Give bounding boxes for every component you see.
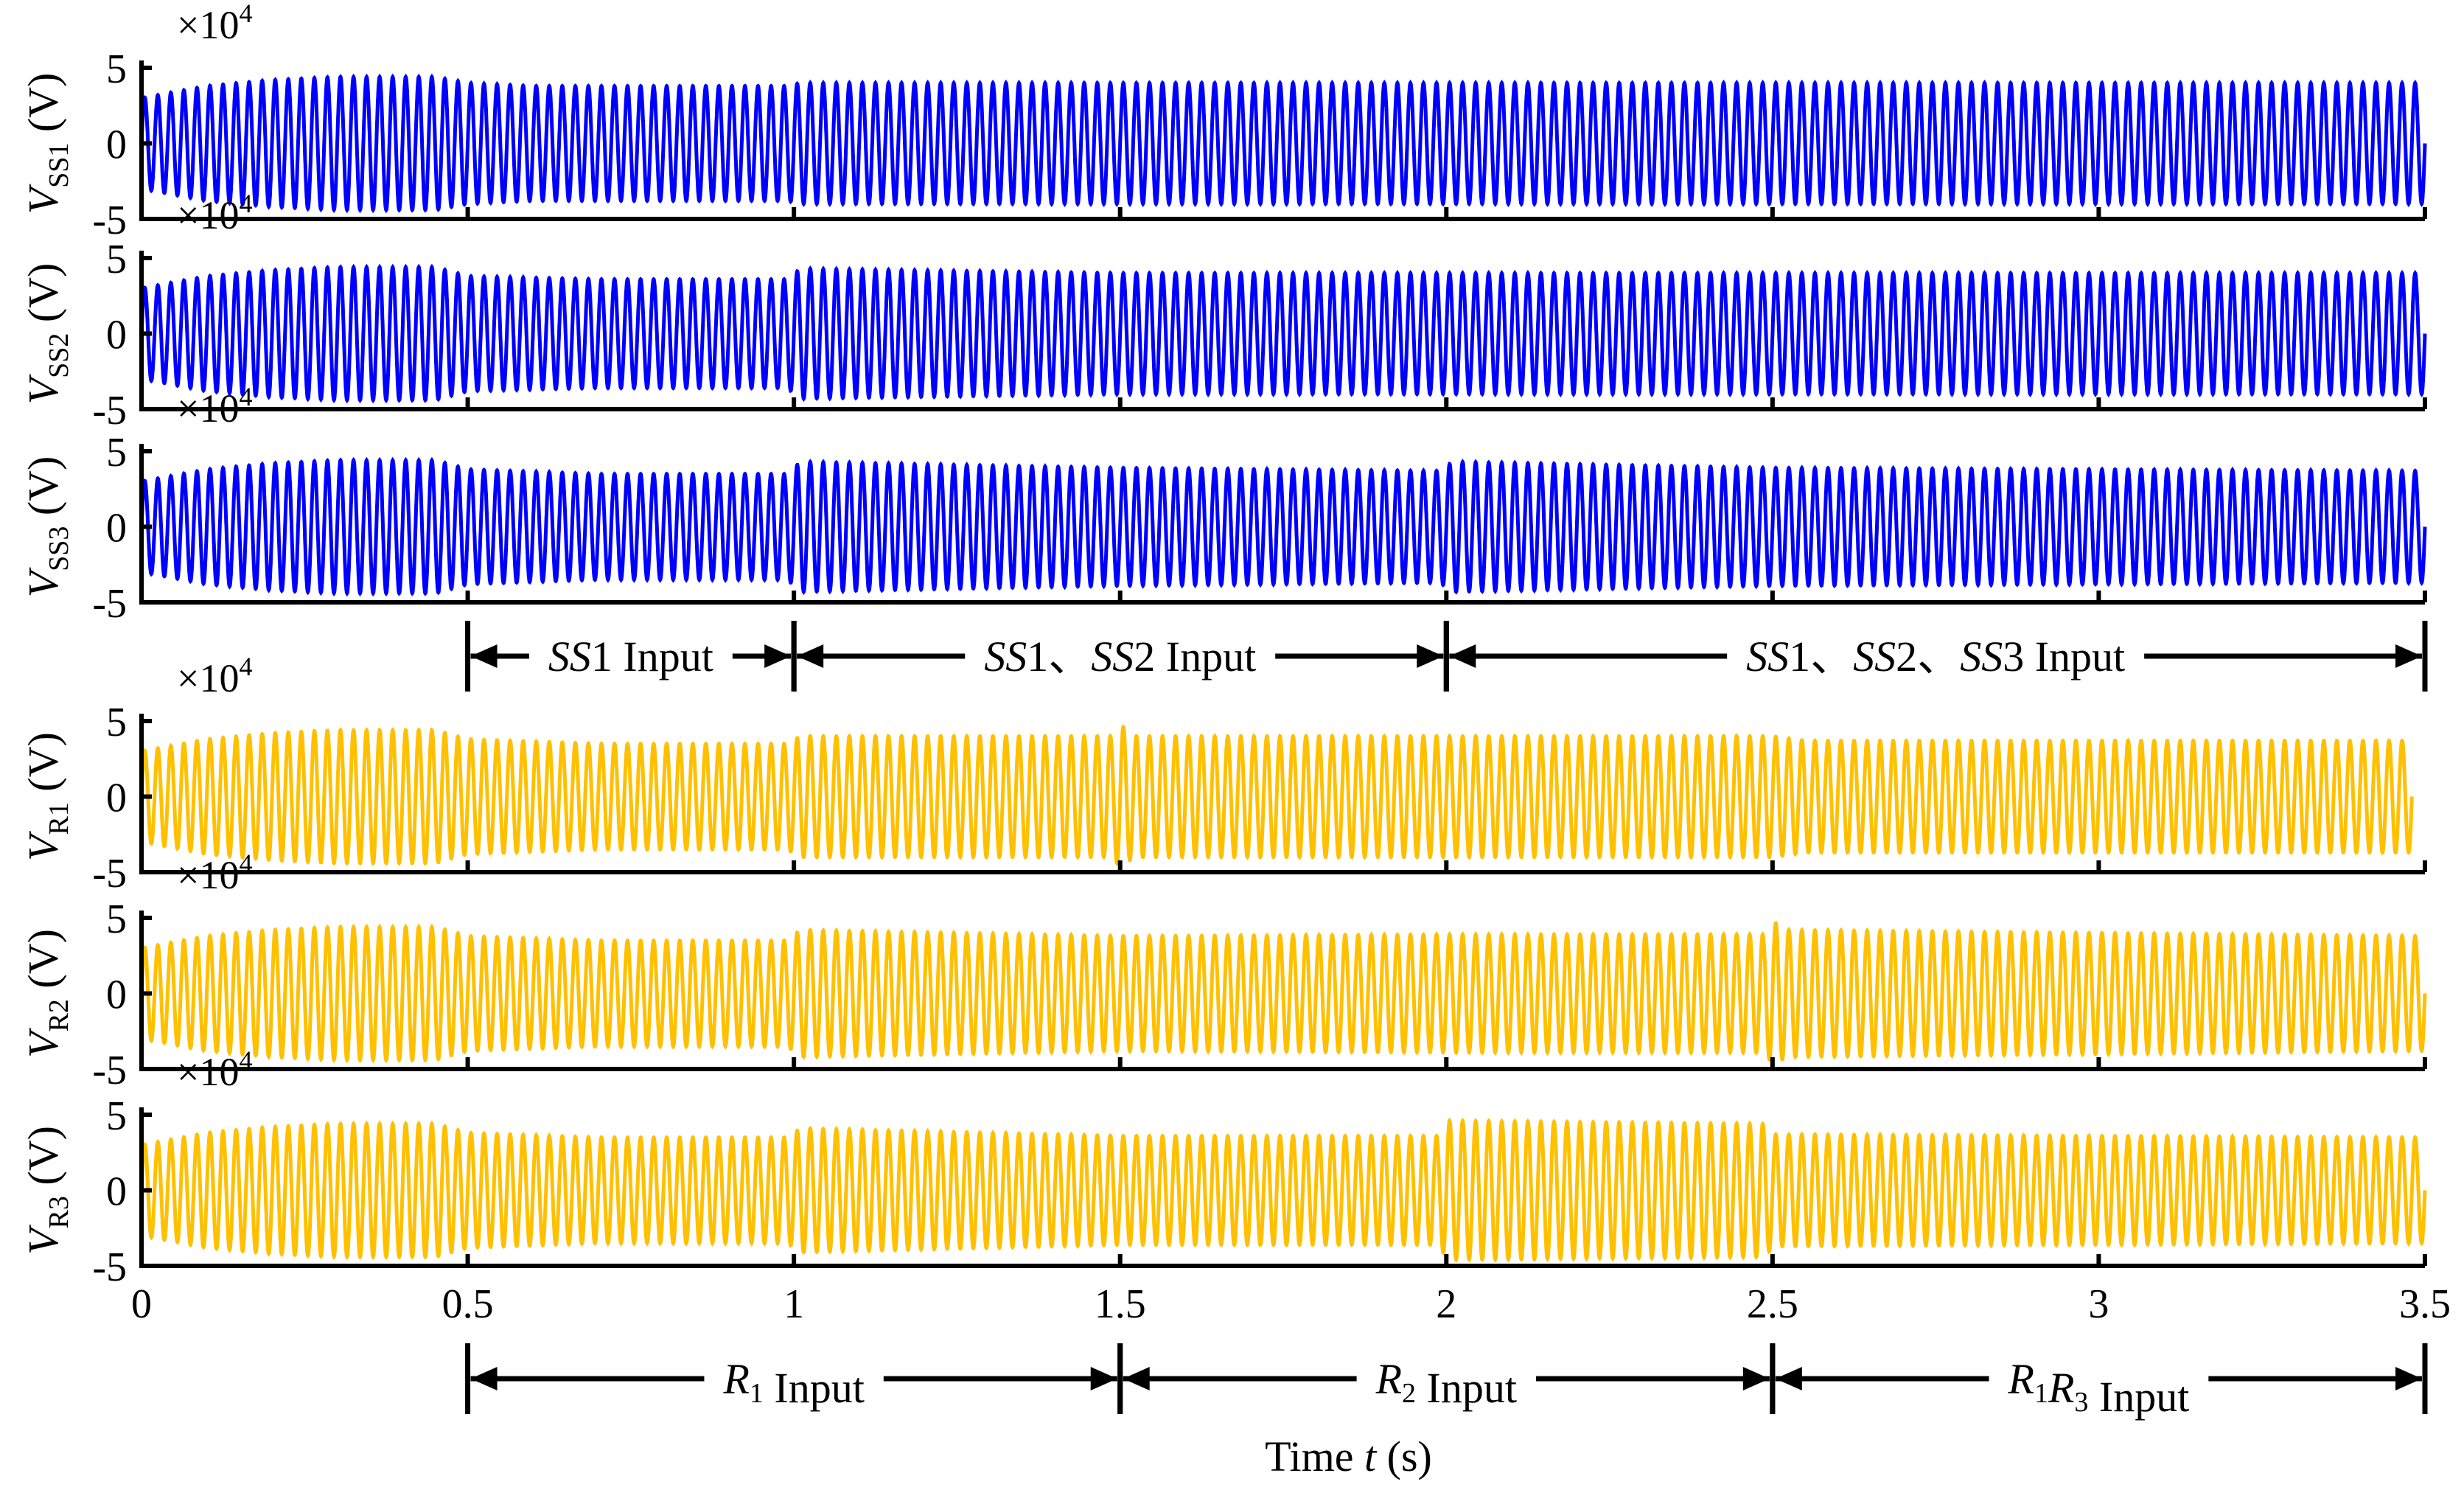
r-input-label: R2 Input [1375, 1355, 1517, 1412]
panel-ss1: 5 0 -5 ×104 VSS1 (V) [19, 0, 2427, 243]
y-axis-label-r3: VR3 (V) [19, 1126, 74, 1255]
x-tick-label: 1.5 [1095, 1281, 1146, 1327]
ss-input-segment: SS1、SS2、SS3 Input [1443, 621, 2428, 692]
x-tick-label: 2 [1436, 1281, 1456, 1327]
ss-input-annotation-row: SS1 Input SS1、SS2 Input SS1、SS2、SS3 Input [465, 621, 2428, 692]
y-tick-label: 5 [106, 1093, 127, 1139]
panel-ss2: 5 0 -5 ×104 VSS2 (V) [19, 189, 2427, 434]
r-input-segment: R1 Input [465, 1343, 1123, 1414]
arrowhead-right [1090, 1367, 1117, 1390]
waveform-r1 [139, 724, 2414, 866]
y-tick-label: 5 [106, 700, 127, 745]
x-tick-label: 2.5 [1747, 1281, 1798, 1327]
y-multiplier: ×104 [177, 189, 252, 237]
x-axis-label: Time t (s) [1265, 1432, 1432, 1480]
y-multiplier: ×104 [177, 0, 252, 47]
y-multiplier: ×104 [177, 382, 252, 431]
waveform-panels: 5 0 -5 ×104 VSS1 (V) 5 0 -5 ×104 VSS2 (V) 5 0 -5 ×104… [19, 0, 2427, 1290]
y-tick-label: 0 [106, 122, 127, 168]
ss-input-label: SS1、SS2、SS3 Input [1746, 633, 2125, 680]
y-axis-label-ss1: VSS1 (V) [19, 73, 74, 215]
y-axis-label-ss3: VSS3 (V) [19, 456, 74, 598]
ss-input-label: SS1、SS2 Input [984, 633, 1256, 680]
y-multiplier: ×104 [177, 1045, 252, 1094]
y-tick-label: 0 [106, 972, 127, 1018]
waveform-ss1 [139, 73, 2427, 214]
panel-ss3: 5 0 -5 ×104 VSS3 (V) [19, 382, 2427, 627]
arrowhead-left [470, 1367, 498, 1390]
y-tick-label: 0 [106, 1169, 127, 1215]
ss-input-segment: SS1、SS2 Input [791, 621, 1449, 692]
arrowhead-left [1449, 644, 1476, 668]
y-tick-label: 5 [106, 430, 127, 476]
y-multiplier: ×104 [177, 652, 252, 700]
arrowhead-right [764, 644, 792, 668]
r-input-label: R1 Input [722, 1355, 864, 1412]
y-tick-label: 0 [106, 776, 127, 821]
y-tick-label: -5 [92, 388, 127, 434]
panel-r3: 5 0 -5 ×104 VR3 (V) [19, 1045, 2427, 1290]
y-axis-label-r1: VR1 (V) [19, 732, 74, 861]
ss-input-segment: SS1 Input [465, 621, 797, 692]
y-tick-label: -5 [92, 198, 127, 243]
y-axis-label-r2: VR2 (V) [19, 929, 74, 1058]
x-tick-label: 0.5 [442, 1281, 494, 1327]
y-tick-label: 5 [106, 237, 127, 282]
y-tick-label: -5 [92, 1244, 127, 1290]
r-input-segment: R1R3 Input [1770, 1343, 2428, 1421]
x-tick-label: 0 [131, 1281, 152, 1327]
y-tick-label: 5 [106, 897, 127, 942]
ss-input-label: SS1 Input [548, 633, 713, 680]
x-tick-label: 1 [783, 1281, 804, 1327]
r-input-segment: R2 Input [1117, 1343, 1776, 1414]
y-axis-label-ss2: VSS2 (V) [19, 263, 74, 405]
r-input-label: R1R3 Input [2008, 1355, 2190, 1421]
panel-r1: 5 0 -5 ×104 VR1 (V) [19, 652, 2427, 897]
y-tick-label: -5 [92, 1048, 127, 1093]
waveform-r2 [139, 920, 2427, 1064]
arrowhead-right [2395, 644, 2422, 668]
y-tick-label: -5 [92, 581, 127, 627]
panel-r2: 5 0 -5 ×104 VR2 (V) [19, 849, 2427, 1093]
waveform-r3 [139, 1117, 2427, 1263]
waveform-ss3 [139, 456, 2427, 597]
arrowhead-right [1417, 644, 1444, 668]
x-axis: 0 0.5 1 1.5 2 2.5 3 3.5 Time t (s) [131, 1281, 2451, 1480]
arrowhead-right [2395, 1367, 2422, 1390]
arrowhead-left [470, 644, 498, 668]
y-tick-label: 5 [106, 46, 127, 92]
y-tick-label: 0 [106, 506, 127, 551]
y-tick-label: -5 [92, 851, 127, 897]
arrowhead-left [797, 644, 824, 668]
y-tick-label: 0 [106, 313, 127, 358]
y-multiplier: ×104 [177, 849, 252, 897]
arrowhead-left [1123, 1367, 1150, 1390]
r-input-annotation-row: R1 Input R2 Input R1R3 Input [465, 1343, 2428, 1421]
waveform-ss2 [139, 263, 2427, 404]
x-tick-label: 3 [2088, 1281, 2109, 1327]
arrowhead-left [1775, 1367, 1802, 1390]
x-tick-label: 3.5 [2399, 1281, 2451, 1327]
arrowhead-right [1742, 1367, 1770, 1390]
